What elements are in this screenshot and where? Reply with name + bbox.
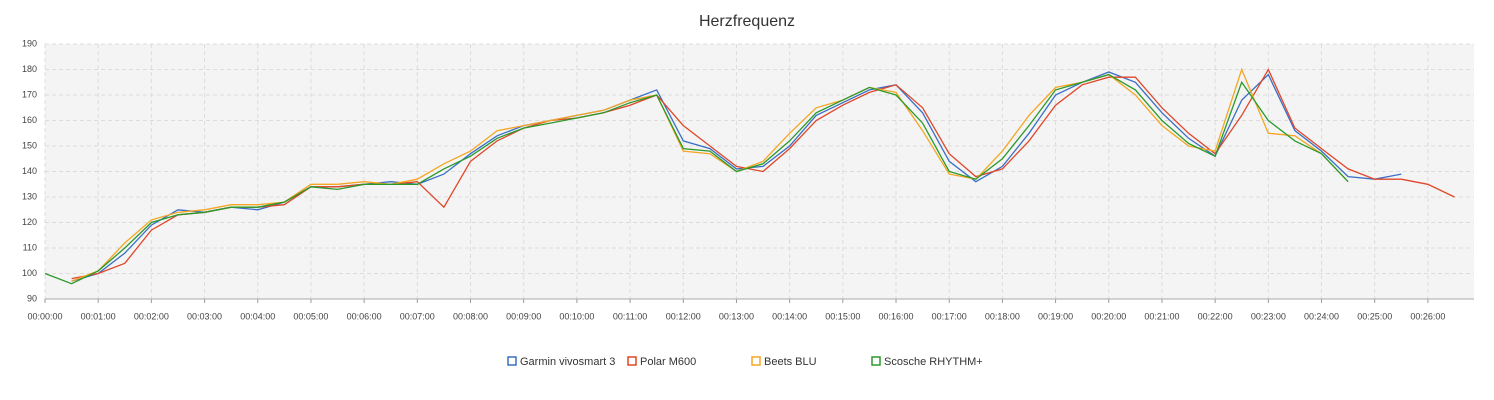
x-tick-label: 00:10:00 <box>559 311 594 321</box>
x-tick-label: 00:13:00 <box>719 311 754 321</box>
x-tick-label: 00:05:00 <box>293 311 328 321</box>
x-tick-label: 00:00:00 <box>27 311 62 321</box>
y-tick-label: 110 <box>23 242 37 252</box>
x-tick-label: 00:11:00 <box>613 311 647 321</box>
x-tick-label: 00:14:00 <box>772 311 807 321</box>
x-tick-label: 00:04:00 <box>240 311 275 321</box>
y-tick-label: 140 <box>22 166 37 176</box>
x-tick-label: 00:16:00 <box>878 311 913 321</box>
y-tick-label: 160 <box>22 115 37 125</box>
x-tick-label: 00:21:00 <box>1144 311 1179 321</box>
x-tick-label: 00:25:00 <box>1357 311 1392 321</box>
x-tick-label: 00:19:00 <box>1038 311 1073 321</box>
x-tick-label: 00:17:00 <box>932 311 967 321</box>
x-tick-label: 00:12:00 <box>666 311 701 321</box>
y-tick-label: 90 <box>27 293 37 303</box>
x-tick-label: 00:08:00 <box>453 311 488 321</box>
x-tick-label: 00:01:00 <box>81 311 116 321</box>
y-tick-label: 180 <box>22 64 37 74</box>
y-tick-label: 100 <box>22 268 37 278</box>
x-tick-label: 00:07:00 <box>400 311 435 321</box>
x-tick-label: 00:18:00 <box>985 311 1020 321</box>
legend-label: Scosche RHYTHM+ <box>884 356 983 368</box>
legend-swatch <box>871 356 881 366</box>
chart-title: Herzfrequenz <box>699 13 795 30</box>
y-tick-label: 190 <box>22 38 37 48</box>
series-line <box>71 68 1455 280</box>
x-tick-label: 00:09:00 <box>506 311 541 321</box>
x-tick-label: 00:20:00 <box>1091 311 1126 321</box>
y-tick-label: 120 <box>22 217 37 227</box>
x-tick-label: 00:26:00 <box>1410 311 1445 321</box>
x-tick-label: 00:02:00 <box>134 311 169 321</box>
x-tick-label: 00:24:00 <box>1304 311 1339 321</box>
series-line <box>44 73 1349 285</box>
y-tick-label: 130 <box>22 191 37 201</box>
y-tick-label: 170 <box>22 89 37 99</box>
x-tick-label: 00:06:00 <box>347 311 382 321</box>
legend-swatch <box>751 356 761 366</box>
x-tick-label: 00:15:00 <box>825 311 860 321</box>
legend-label: Beets BLU <box>764 356 817 368</box>
legend-label: Garmin vivosmart 3 <box>520 356 615 368</box>
x-tick-label: 00:22:00 <box>1198 311 1233 321</box>
legend-swatch <box>507 356 517 366</box>
legend-swatch <box>627 356 637 366</box>
x-tick-label: 00:03:00 <box>187 311 222 321</box>
legend-label: Polar M600 <box>640 356 696 368</box>
y-tick-label: 150 <box>22 140 37 150</box>
x-tick-label: 00:23:00 <box>1251 311 1286 321</box>
